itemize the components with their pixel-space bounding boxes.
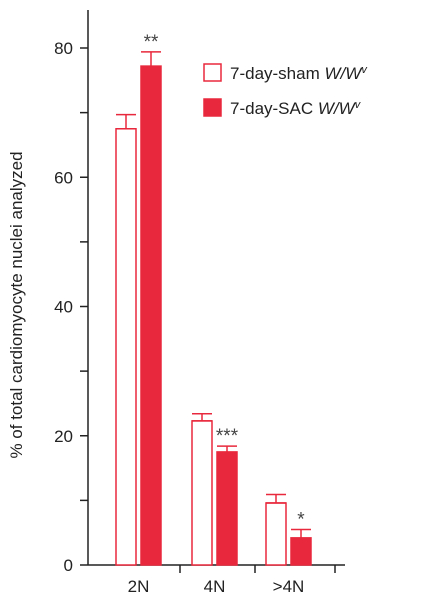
significance-label: ** [144,32,159,53]
legend-item-sac: 7-day-SAC W/Wv [203,98,362,118]
x-tick-label: 4N [204,577,226,596]
legend-item-sham: 7-day-sham W/Wv [203,63,368,83]
x-tick-label: >4N [273,577,305,596]
bar-sac [290,537,312,566]
y-axis: 0 20 40 60 80 [54,10,89,575]
x-tick-label: 2N [128,577,150,596]
error-bars [116,51,311,538]
legend-label-sac: 7-day-SAC W/Wv [230,99,362,118]
significance-annotations: ****** [144,32,306,531]
significance-label: *** [216,426,239,447]
x-axis: 2N 4N >4N [88,564,345,596]
y-tick-label: 80 [54,39,73,58]
legend-label-sham: 7-day-sham W/Wv [230,64,368,83]
y-tick-label: 60 [54,168,73,187]
bars [115,65,312,566]
legend-swatch-sac [203,98,222,117]
legend-swatch-sham [203,63,222,82]
y-tick-label: 20 [54,427,73,446]
bar-sac [216,451,238,566]
legend: 7-day-sham W/Wv 7-day-SAC W/Wv [203,63,368,118]
bar-sham [265,502,287,566]
bar-sham [115,128,137,566]
y-tick-label: 0 [64,556,73,575]
y-axis-label: % of total cardiomyocyte nuclei analyzed [7,151,26,458]
bar-sham [191,420,213,566]
bar-sac [140,65,162,566]
y-tick-label: 40 [54,298,73,317]
significance-label: * [297,509,305,530]
